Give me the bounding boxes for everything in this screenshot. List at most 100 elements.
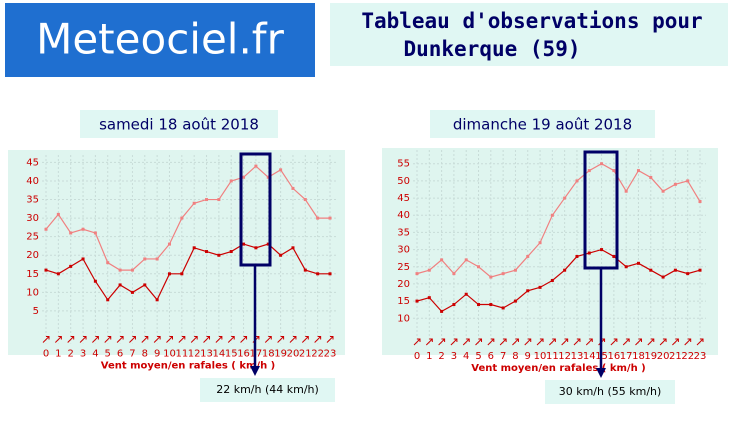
y-tick-label: 40 [26, 176, 39, 187]
wind-arrow [166, 336, 173, 343]
point [167, 242, 171, 246]
x-tick-label: 23 [324, 349, 337, 360]
x-tick-label: 6 [488, 351, 494, 362]
point [81, 257, 85, 261]
point [229, 179, 233, 183]
x-tick-label: 9 [525, 351, 531, 362]
point [192, 201, 196, 205]
wind-arrow [462, 338, 470, 346]
point [538, 285, 542, 289]
y-tick-label: 45 [26, 157, 39, 168]
series-line [416, 163, 701, 278]
point [636, 261, 640, 265]
y-tick-label: 15 [397, 296, 410, 307]
point [673, 182, 677, 186]
point [624, 189, 628, 193]
point [600, 162, 604, 166]
wind-arrow [67, 336, 75, 343]
wind-arrow [499, 338, 507, 346]
series-line [416, 248, 701, 313]
wind-arrow [585, 338, 593, 346]
point [624, 265, 628, 269]
point [93, 279, 97, 283]
x-tick-label: 5 [475, 351, 481, 362]
x-tick-label: 4 [463, 351, 469, 362]
x-tick-label: 9 [154, 349, 160, 360]
point [217, 198, 221, 202]
x-tick-label: 20 [287, 349, 300, 360]
x-tick-label: 2 [438, 351, 444, 362]
wind-arrow [104, 336, 112, 343]
point [303, 268, 307, 272]
plot-panel [382, 148, 718, 355]
point [291, 186, 295, 190]
y-tick-label: 10 [26, 287, 39, 298]
wind-arrow [203, 336, 211, 343]
point [180, 216, 184, 220]
point [612, 254, 616, 258]
point [106, 298, 110, 302]
x-tick-label: 3 [80, 349, 86, 360]
chart-title-box [430, 110, 655, 138]
wind-arrow [141, 336, 149, 343]
x-tick-label: 23 [694, 351, 707, 362]
wind-arrow [561, 338, 569, 346]
point [698, 268, 702, 272]
point [118, 283, 122, 287]
annotation: 30 km/h (55 km/h) [559, 385, 662, 398]
point [106, 261, 110, 265]
x-tick-label: 7 [129, 349, 135, 360]
wind-arrow [277, 336, 285, 343]
x-tick-label: 21 [669, 351, 682, 362]
point [526, 254, 530, 258]
wind-arrow [487, 338, 495, 346]
wind-arrow [512, 338, 519, 346]
x-tick-label: 11 [546, 351, 559, 362]
point [328, 272, 332, 276]
x-tick-label: 0 [414, 351, 420, 362]
chart-title: dimanche 19 août 2018 [453, 116, 632, 134]
point [649, 175, 653, 179]
x-tick-label: 11 [175, 349, 188, 360]
wind-arrow [314, 336, 322, 343]
x-tick-label: 10 [534, 351, 547, 362]
x-tick-label: 8 [142, 349, 148, 360]
point [266, 242, 270, 246]
point [686, 179, 690, 183]
x-tick-label: 2 [68, 349, 74, 360]
point [69, 231, 73, 235]
point [587, 169, 591, 173]
point [279, 253, 283, 257]
point [242, 175, 246, 179]
logo: Meteociel.fr [36, 15, 284, 64]
point [636, 169, 640, 173]
point [143, 257, 147, 261]
series-line [45, 165, 330, 271]
point [440, 309, 444, 313]
wind-arrow [153, 336, 161, 343]
point [600, 248, 604, 252]
wind-arrow [215, 336, 223, 343]
wind-arrow [536, 338, 544, 346]
x-tick-label: 22 [311, 349, 324, 360]
point [661, 275, 665, 279]
point [673, 268, 677, 272]
wind-arrow [684, 338, 692, 346]
point [649, 268, 653, 272]
point [513, 299, 517, 303]
x-tick-label: 12 [188, 349, 201, 360]
point [550, 278, 554, 282]
y-tick-label: 20 [397, 279, 410, 290]
point [155, 298, 159, 302]
point [427, 268, 431, 272]
point [575, 254, 579, 258]
point [464, 258, 468, 262]
point [205, 250, 209, 254]
point [56, 272, 60, 276]
wind-arrow [548, 338, 556, 346]
wind-arrow [326, 336, 334, 343]
point [254, 246, 258, 250]
x-tick-label: 12 [558, 351, 571, 362]
y-tick-label: 20 [26, 250, 39, 261]
wind-arrow [289, 336, 297, 343]
